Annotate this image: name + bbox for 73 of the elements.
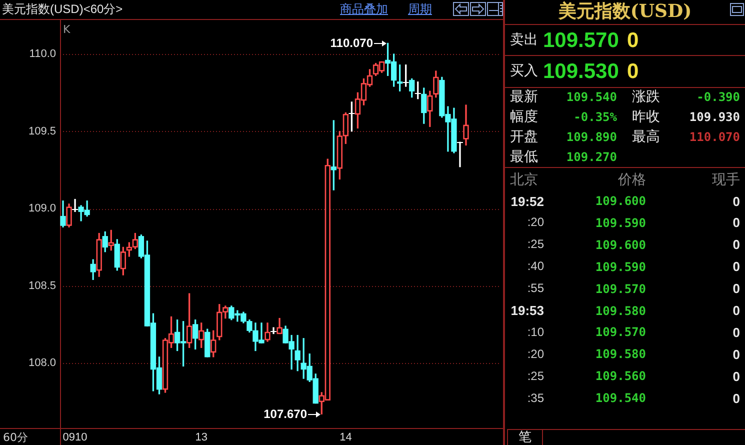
text: :20 bbox=[527, 214, 544, 232]
text: 现手 bbox=[712, 171, 740, 189]
text: 幅度 bbox=[510, 108, 538, 126]
text: 最新 bbox=[510, 88, 538, 106]
text: 109.540 bbox=[566, 89, 617, 105]
text: 0 bbox=[732, 280, 740, 298]
text: 0 bbox=[627, 28, 639, 52]
text: 109.600 bbox=[595, 193, 646, 209]
text: 19:52 bbox=[510, 192, 544, 210]
text: 109.530 bbox=[543, 58, 619, 84]
text: :25 bbox=[527, 236, 544, 254]
text: 0 bbox=[732, 368, 740, 385]
text: 北京 bbox=[510, 171, 538, 189]
text: 0 bbox=[732, 214, 740, 232]
text: 0 bbox=[732, 192, 740, 210]
text: 0 bbox=[732, 236, 740, 254]
text: 美元指数(USD) bbox=[557, 1, 693, 23]
y-tick-label: 108.5 bbox=[28, 280, 56, 292]
text: :35 bbox=[527, 390, 544, 407]
text: 109.580 bbox=[595, 346, 646, 362]
text: 109.570 bbox=[595, 324, 646, 340]
text: 109.930 bbox=[689, 109, 740, 125]
x-tick-label: 0910 bbox=[62, 432, 88, 444]
text: 最低 bbox=[510, 148, 538, 166]
text: 0 bbox=[732, 302, 740, 319]
y-tick-label: 110.0 bbox=[29, 48, 56, 60]
text: 109.890 bbox=[566, 129, 617, 145]
tab: 笔 bbox=[507, 429, 543, 445]
text: 0 bbox=[627, 58, 639, 84]
text: 60分 bbox=[3, 431, 28, 444]
text: 109.540 bbox=[595, 390, 646, 406]
text: 110.070 bbox=[689, 129, 740, 145]
text: 卖出 bbox=[510, 31, 538, 49]
text: -0.390 bbox=[696, 89, 740, 105]
text: :25 bbox=[527, 368, 544, 385]
candlestick bbox=[72, 198, 79, 212]
y-tick-label: 109.5 bbox=[28, 125, 56, 138]
text: 109.580 bbox=[595, 302, 646, 318]
text: 109.570 bbox=[595, 280, 646, 297]
annotation: 110.070 bbox=[330, 36, 373, 50]
text: -0.35% bbox=[574, 109, 617, 125]
text: :40 bbox=[527, 258, 544, 276]
text: 109.570 bbox=[543, 28, 619, 52]
text: 周期 bbox=[408, 2, 432, 17]
text: 109.590 bbox=[595, 258, 646, 275]
text: 商品叠加 bbox=[340, 2, 388, 17]
text: 109.600 bbox=[595, 236, 646, 253]
candlestick bbox=[270, 327, 278, 334]
x-tick-label: 13 bbox=[195, 432, 208, 444]
text: 109.560 bbox=[595, 368, 646, 384]
text: :20 bbox=[527, 346, 544, 363]
text: 开盘 bbox=[510, 128, 538, 146]
y-tick-label: 108.0 bbox=[28, 357, 56, 370]
chart-title: 美元指数(USD)<60分> bbox=[2, 2, 123, 17]
x-tick-label: 14 bbox=[340, 432, 352, 444]
text: 昨收 bbox=[632, 108, 660, 126]
text: 109.590 bbox=[595, 214, 646, 231]
text: 0 bbox=[732, 258, 740, 276]
text: :55 bbox=[527, 280, 544, 298]
text: 价格 bbox=[618, 171, 646, 189]
annotation: 107.670 bbox=[264, 407, 307, 421]
y-tick-label: 109.0 bbox=[28, 202, 56, 215]
text: 最高 bbox=[632, 128, 660, 146]
text: 0 bbox=[732, 390, 740, 407]
text: 涨跌 bbox=[632, 88, 660, 106]
text: 19:53 bbox=[510, 302, 544, 319]
text: 0 bbox=[732, 346, 740, 363]
candlestick bbox=[456, 142, 464, 168]
text: 买入 bbox=[510, 62, 538, 80]
text: 0 bbox=[732, 324, 740, 341]
text: 109.270 bbox=[566, 149, 617, 165]
annotation: K bbox=[63, 23, 70, 36]
text: :10 bbox=[527, 324, 544, 341]
